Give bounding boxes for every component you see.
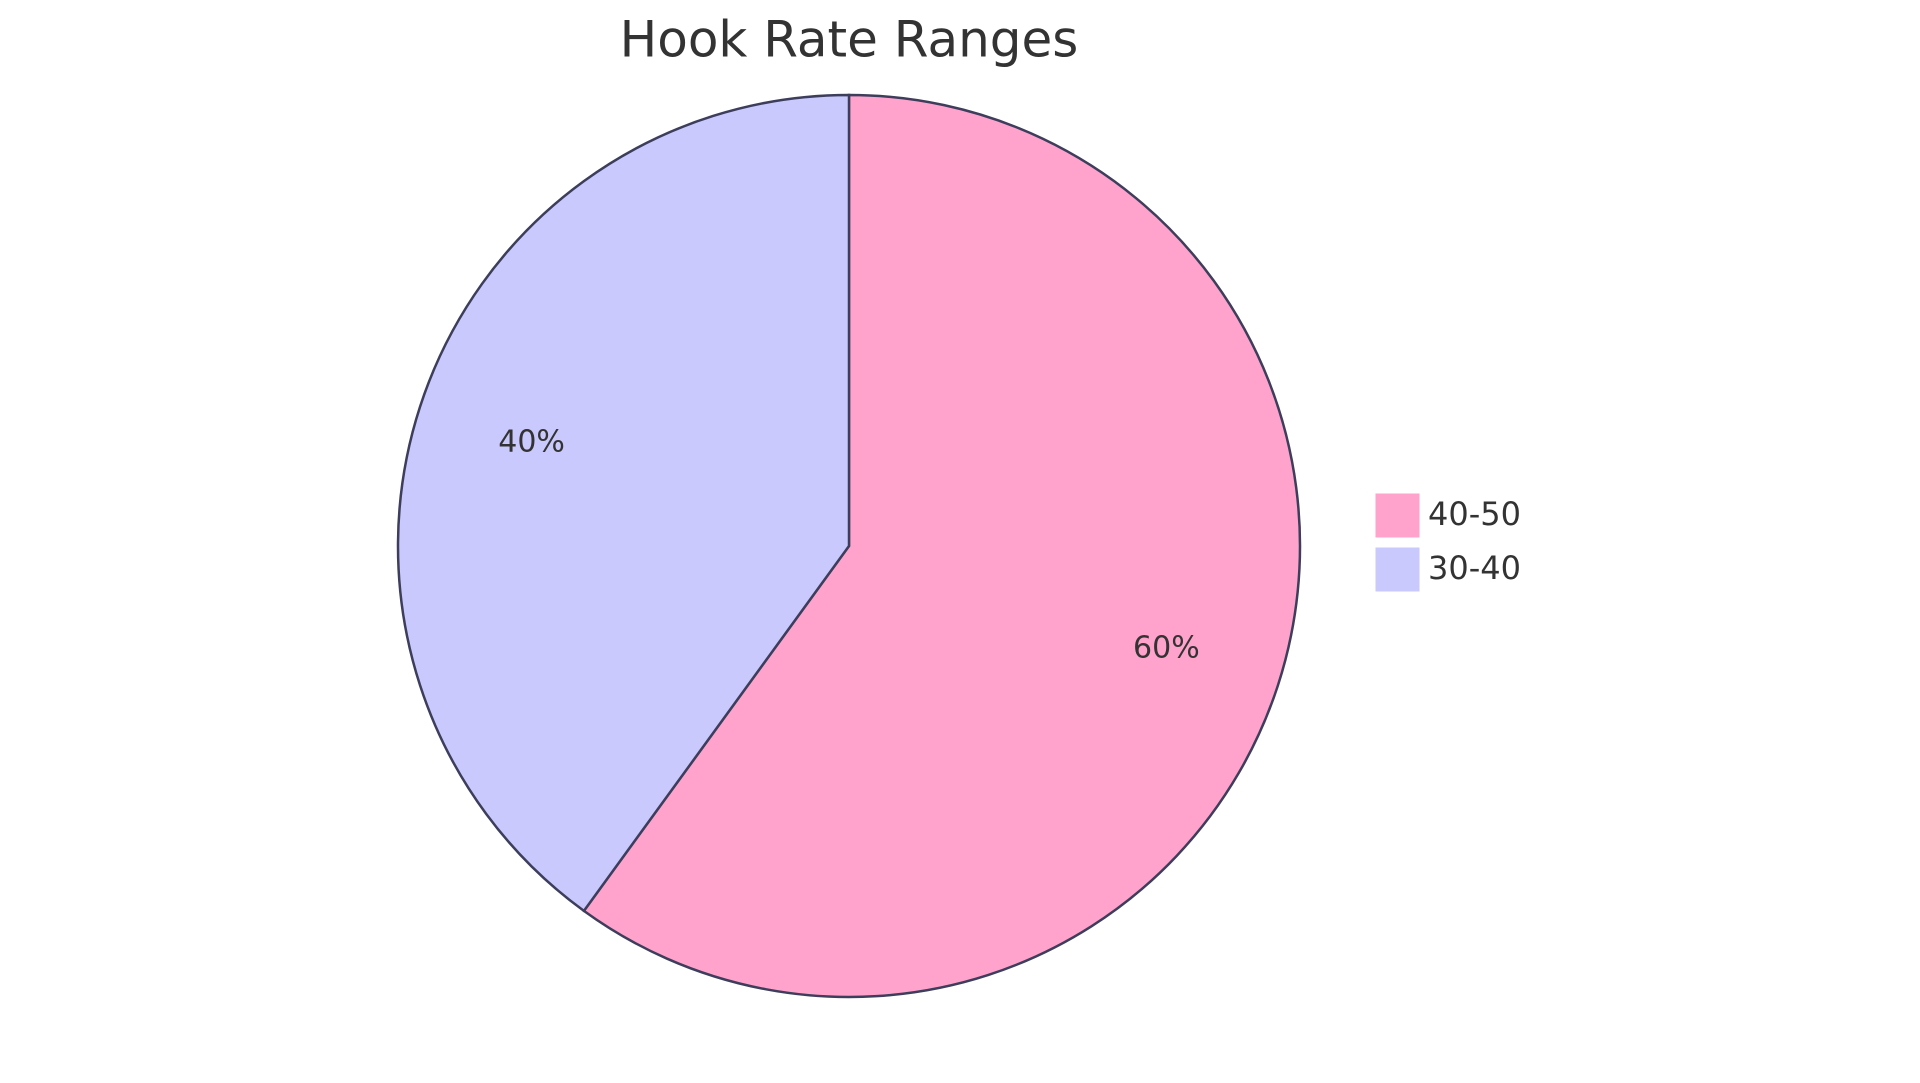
pie-slice xyxy=(396,93,851,913)
data-label: 60% xyxy=(1133,631,1200,666)
legend-label: 40-50 xyxy=(1428,495,1521,533)
legend-swatch xyxy=(1374,546,1421,593)
pie-slice xyxy=(582,93,1302,999)
legend-swatch xyxy=(1374,492,1421,539)
chart-title: Hook Rate Ranges xyxy=(620,11,1079,69)
data-label: 40% xyxy=(498,424,565,459)
legend-label: 30-40 xyxy=(1428,549,1521,587)
